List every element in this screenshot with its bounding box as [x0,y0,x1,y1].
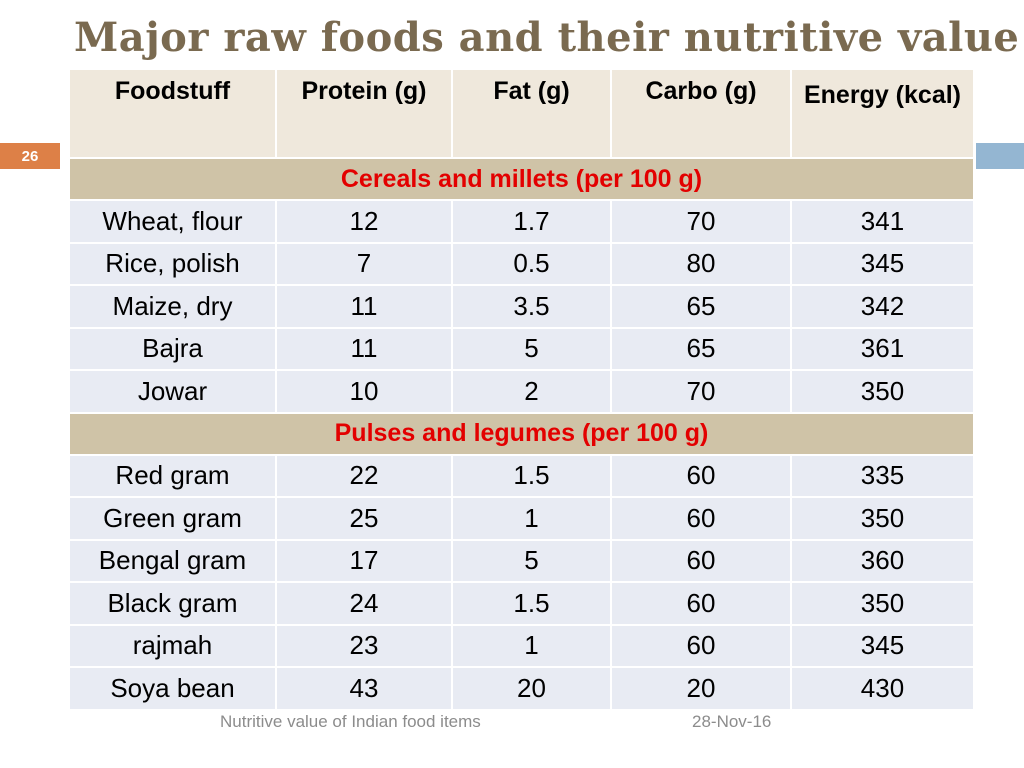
food-name-cell: Soya bean [68,666,277,711]
value-cell: 11 [275,284,453,329]
value-cell: 60 [610,538,792,583]
section-row: Cereals and millets (per 100 g) [68,157,975,201]
value-cell: 335 [790,453,975,498]
table-row: Green gram 25 1 60 350 [68,496,975,541]
slide-number: 26 [0,143,60,169]
table-row: rajmah 23 1 60 345 [68,623,975,668]
value-cell: 17 [275,538,453,583]
value-cell: 5 [451,538,612,583]
value-cell: 24 [275,581,453,626]
value-cell: 5 [451,326,612,371]
value-cell: 60 [610,496,792,541]
column-header: Fat (g) [451,68,612,159]
column-header: Foodstuff [68,68,277,159]
value-cell: 361 [790,326,975,371]
value-cell: 80 [610,241,792,286]
food-name-cell: Black gram [68,581,277,626]
value-cell: 25 [275,496,453,541]
food-name-cell: Green gram [68,496,277,541]
food-name-cell: Maize, dry [68,284,277,329]
table-row: Bengal gram 17 5 60 360 [68,538,975,583]
value-cell: 350 [790,581,975,626]
value-cell: 0.5 [451,241,612,286]
value-cell: 60 [610,581,792,626]
value-cell: 3.5 [451,284,612,329]
food-name-cell: Jowar [68,369,277,414]
value-cell: 12 [275,199,453,244]
value-cell: 65 [610,284,792,329]
table-row: Bajra 11 5 65 361 [68,326,975,371]
value-cell: 23 [275,623,453,668]
section-row: Pulses and legumes (per 100 g) [68,411,975,456]
table-row: Soya bean 43 20 20 430 [68,666,975,711]
value-cell: 10 [275,369,453,414]
value-cell: 20 [610,666,792,711]
value-cell: 7 [275,241,453,286]
table-row: Jowar 10 2 70 350 [68,369,975,414]
value-cell: 20 [451,666,612,711]
table-row: Red gram 22 1.5 60 335 [68,453,975,498]
table-row: Black gram 24 1.5 60 350 [68,581,975,626]
value-cell: 345 [790,623,975,668]
footer-date: 28-Nov-16 [692,712,772,731]
value-cell: 341 [790,199,975,244]
column-header: Protein (g) [275,68,453,159]
value-cell: 70 [610,199,792,244]
food-name-cell: Bajra [68,326,277,371]
food-name-cell: Rice, polish [68,241,277,286]
footer-text: Nutritive value of Indian food items [220,712,481,731]
value-cell: 360 [790,538,975,583]
value-cell: 350 [790,496,975,541]
value-cell: 430 [790,666,975,711]
value-cell: 22 [275,453,453,498]
food-name-cell: Bengal gram [68,538,277,583]
column-header: Carbo (g) [610,68,792,159]
food-name-cell: Wheat, flour [68,199,277,244]
value-cell: 1.5 [451,581,612,626]
value-cell: 70 [610,369,792,414]
value-cell: 60 [610,453,792,498]
value-cell: 43 [275,666,453,711]
food-name-cell: Red gram [68,453,277,498]
header-row: Foodstuff Protein (g) Fat (g) Carbo (g) Ener… [68,68,975,159]
table-row: Rice, polish 7 0.5 80 345 [68,241,975,286]
value-cell: 1.5 [451,453,612,498]
value-cell: 65 [610,326,792,371]
value-cell: 1 [451,496,612,541]
table-row: Wheat, flour 12 1.7 70 341 [68,199,975,244]
value-cell: 11 [275,326,453,371]
value-cell: 342 [790,284,975,329]
value-cell: 1 [451,623,612,668]
table-row: Maize, dry 11 3.5 65 342 [68,284,975,329]
food-name-cell: rajmah [68,623,277,668]
nutrition-table: Foodstuff Protein (g) Fat (g) Carbo (g) Ener… [68,68,975,711]
value-cell: 60 [610,623,792,668]
column-header: Energy (kcal) [790,68,975,159]
value-cell: 2 [451,369,612,414]
section-title: Cereals and millets (per 100 g) [68,157,975,201]
value-cell: 345 [790,241,975,286]
section-title: Pulses and legumes (per 100 g) [68,411,975,456]
slide-title: Major raw foods and their nutritive valu… [74,14,1020,61]
value-cell: 350 [790,369,975,414]
value-cell: 1.7 [451,199,612,244]
accent-bar [976,143,1024,169]
